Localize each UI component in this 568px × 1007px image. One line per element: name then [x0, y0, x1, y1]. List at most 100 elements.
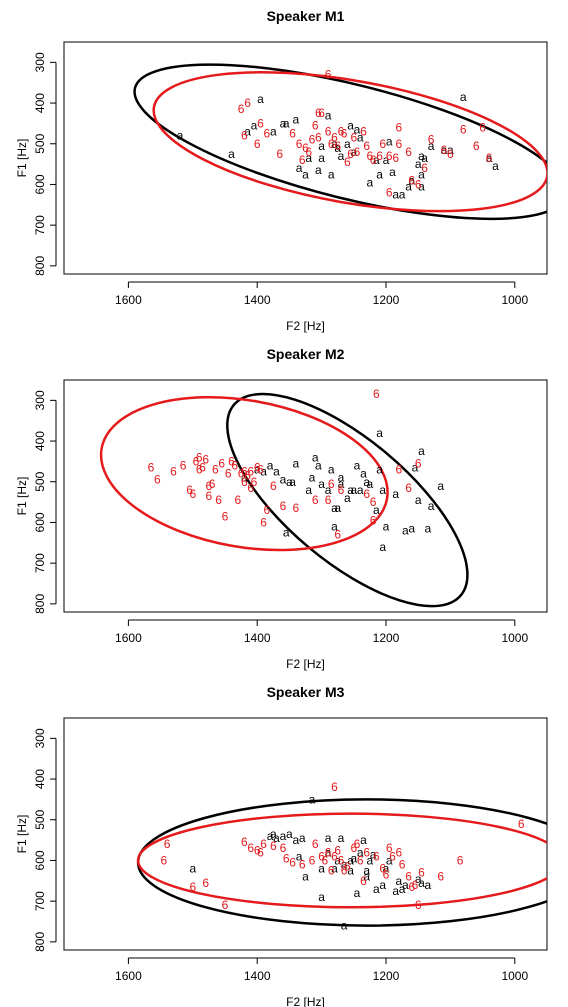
point-6: 6: [473, 139, 480, 153]
y-axis-label: F1 [Hz]: [15, 477, 29, 516]
point-a: a: [286, 475, 293, 489]
point-a: a: [244, 125, 251, 139]
point-a: a: [302, 870, 309, 884]
point-6: 6: [405, 481, 412, 495]
point-6: 6: [408, 880, 415, 894]
point-a: a: [360, 467, 367, 481]
point-a: a: [415, 872, 422, 886]
point-a: a: [280, 473, 287, 487]
point-a: a: [412, 461, 419, 475]
point-a: a: [486, 151, 493, 165]
point-6: 6: [296, 137, 303, 151]
y-tick-label: 600: [33, 512, 47, 532]
point-a: a: [373, 503, 380, 517]
point-6: 6: [186, 483, 193, 497]
point-a: a: [418, 167, 425, 181]
x-tick-label: 1200: [373, 969, 400, 983]
point-6: 6: [280, 499, 287, 513]
point-a: a: [402, 878, 409, 892]
point-6: 6: [235, 493, 242, 507]
point-6: 6: [299, 153, 306, 167]
point-6: 6: [189, 487, 196, 501]
y-tick-label: 500: [33, 133, 47, 153]
point-6: 6: [289, 855, 296, 869]
point-a: a: [315, 458, 322, 472]
point-a: a: [418, 149, 425, 163]
point-6: 6: [254, 137, 261, 151]
point-a: a: [405, 179, 412, 193]
point-6: 6: [437, 870, 444, 884]
point-6: 6: [299, 858, 306, 872]
point-6: 6: [325, 68, 332, 82]
point-6: 6: [247, 465, 254, 479]
point-a: a: [292, 456, 299, 470]
point-a: a: [270, 125, 277, 139]
point-a: a: [270, 827, 277, 841]
point-a: a: [318, 151, 325, 165]
point-6: 6: [386, 841, 393, 855]
point-a: a: [254, 463, 261, 477]
point-a: a: [305, 151, 312, 165]
point-a: a: [357, 131, 364, 145]
x-axis-label: F2 [Hz]: [286, 995, 325, 1007]
point-6: 6: [222, 509, 229, 523]
point-6: 6: [189, 880, 196, 894]
point-a: a: [273, 465, 280, 479]
point-6: 6: [334, 139, 341, 153]
point-a: a: [331, 520, 338, 534]
point-6: 6: [292, 501, 299, 515]
point-6: 6: [389, 849, 396, 863]
point-a: a: [318, 477, 325, 491]
point-6: 6: [360, 125, 367, 139]
y-axis-label: F1 [Hz]: [15, 815, 29, 854]
point-a: a: [228, 147, 235, 161]
point-6: 6: [338, 125, 345, 139]
plot-frame: [63, 41, 548, 275]
point-6: 6: [225, 467, 232, 481]
point-a: a: [347, 483, 354, 497]
point-a: a: [325, 831, 332, 845]
point-6: 6: [260, 837, 267, 851]
point-a: a: [325, 845, 332, 859]
point-a: a: [379, 483, 386, 497]
point-6: 6: [257, 845, 264, 859]
ellipse-6: [152, 71, 547, 213]
point-a: a: [425, 522, 432, 536]
x-tick-label: 1600: [115, 631, 142, 645]
point-a: a: [280, 116, 287, 130]
point-a: a: [318, 862, 325, 876]
x-tick-label: 1200: [373, 293, 400, 307]
point-a: a: [421, 151, 428, 165]
x-tick-label: 1000: [501, 631, 528, 645]
x-axis-label: F2 [Hz]: [286, 319, 325, 333]
point-6: 6: [244, 469, 251, 483]
point-6: 6: [328, 864, 335, 878]
point-6: 6: [154, 473, 161, 487]
point-a: a: [373, 153, 380, 167]
x-tick-label: 1400: [244, 293, 271, 307]
point-6: 6: [254, 461, 261, 475]
y-tick-label: 400: [33, 93, 47, 113]
point-6: 6: [202, 452, 209, 466]
point-a: a: [363, 864, 370, 878]
point-6: 6: [260, 515, 267, 529]
point-6: 6: [257, 116, 264, 130]
point-a: a: [408, 173, 415, 187]
point-a: a: [428, 139, 435, 153]
y-tick-label: 800: [33, 256, 47, 276]
point-6: 6: [363, 139, 370, 153]
point-6: 6: [383, 868, 390, 882]
point-a: a: [302, 167, 309, 181]
ellipse-6: [136, 812, 547, 909]
point-a: a: [402, 524, 409, 538]
point-a: a: [386, 853, 393, 867]
point-6: 6: [373, 849, 380, 863]
point-6: 6: [199, 461, 206, 475]
point-a: a: [415, 493, 422, 507]
point-6: 6: [370, 495, 377, 509]
point-a: a: [325, 108, 332, 122]
point-6: 6: [428, 133, 435, 147]
point-6: 6: [518, 817, 525, 831]
point-6: 6: [241, 835, 248, 849]
